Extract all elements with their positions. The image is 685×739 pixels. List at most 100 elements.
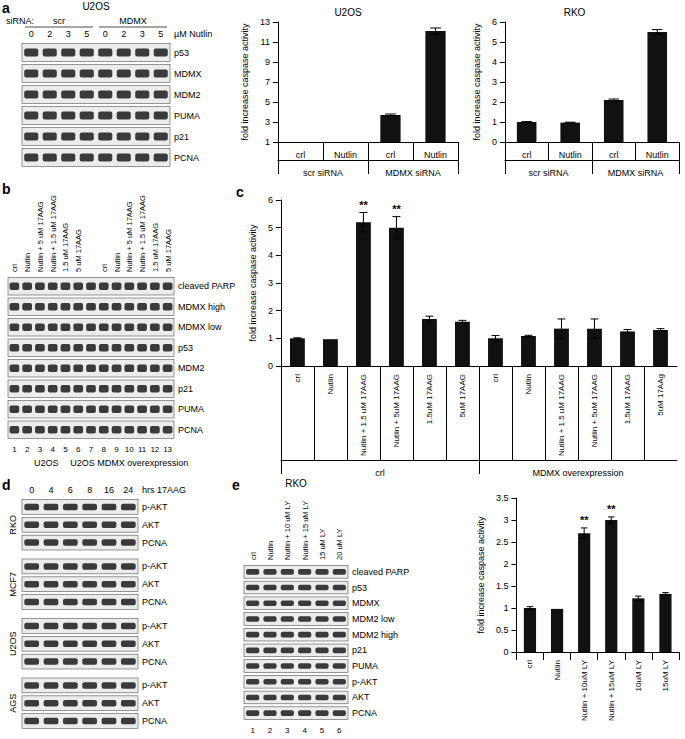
svg-text:13: 13 xyxy=(260,17,270,27)
svg-text:U2OS: U2OS xyxy=(8,631,18,656)
svg-text:2: 2 xyxy=(268,306,273,316)
svg-text:MDMX: MDMX xyxy=(352,598,380,608)
svg-text:p-AKT: p-AKT xyxy=(142,621,168,631)
svg-text:1: 1 xyxy=(250,726,255,735)
svg-text:Nutlin: Nutlin xyxy=(334,150,357,160)
svg-text:11: 11 xyxy=(261,37,270,47)
svg-text:fold increase caspase activity: fold increase caspase activity xyxy=(240,23,250,141)
svg-text:fold increase caspase activity: fold increase caspase activity xyxy=(472,23,482,141)
svg-text:Nutlin: Nutlin xyxy=(646,150,669,160)
svg-text:Nutlin + 1.5 uM 17AAG: Nutlin + 1.5 uM 17AAG xyxy=(557,374,566,456)
svg-text:p53: p53 xyxy=(352,583,367,593)
svg-text:Nutlin: Nutlin xyxy=(424,150,447,160)
svg-text:MDM2 low: MDM2 low xyxy=(352,614,395,624)
svg-text:7: 7 xyxy=(265,77,270,87)
svg-text:MDMX: MDMX xyxy=(119,16,147,26)
svg-text:PCNA: PCNA xyxy=(142,657,167,667)
svg-text:9: 9 xyxy=(265,57,270,67)
svg-text:9: 9 xyxy=(114,445,119,454)
svg-text:PCNA: PCNA xyxy=(174,153,199,163)
svg-text:cleaved PARP: cleaved PARP xyxy=(352,567,409,577)
svg-text:2: 2 xyxy=(121,29,126,39)
svg-text:Nutlin + 10uM LY: Nutlin + 10uM LY xyxy=(580,659,589,721)
svg-text:1: 1 xyxy=(492,117,497,127)
svg-text:13: 13 xyxy=(163,445,172,454)
svg-text:2: 2 xyxy=(47,29,52,39)
svg-text:AKT: AKT xyxy=(142,520,160,530)
svg-text:0: 0 xyxy=(503,647,508,657)
svg-text:1.5: 1.5 xyxy=(496,581,509,591)
svg-text:PCNA: PCNA xyxy=(142,597,167,607)
svg-text:5: 5 xyxy=(492,37,497,47)
svg-text:a: a xyxy=(2,0,10,16)
svg-text:crl: crl xyxy=(293,374,302,383)
svg-text:crl: crl xyxy=(491,374,500,383)
svg-text:24: 24 xyxy=(123,485,133,495)
svg-text:6: 6 xyxy=(68,485,73,495)
svg-text:**: ** xyxy=(359,199,368,211)
svg-text:Nutlin: Nutlin xyxy=(524,374,533,394)
svg-text:scr siRNA: scr siRNA xyxy=(528,168,568,178)
svg-text:6: 6 xyxy=(492,17,497,27)
svg-text:µM Nutlin: µM Nutlin xyxy=(174,29,212,39)
svg-text:AGS: AGS xyxy=(8,694,18,713)
svg-text:6: 6 xyxy=(337,726,342,735)
svg-text:Nutlin + 15 uM LY: Nutlin + 15 uM LY xyxy=(301,501,310,560)
svg-text:U2OS: U2OS xyxy=(34,458,59,468)
svg-text:PUMA: PUMA xyxy=(174,111,200,121)
svg-text:MDMX siRNA: MDMX siRNA xyxy=(608,168,664,178)
svg-text:Nutlin + 1.5 uM 17AAG: Nutlin + 1.5 uM 17AAG xyxy=(49,195,58,272)
svg-text:3: 3 xyxy=(492,77,497,87)
svg-text:p53: p53 xyxy=(174,48,189,58)
svg-text:AKT: AKT xyxy=(142,698,160,708)
svg-text:crl: crl xyxy=(386,150,396,160)
svg-text:AKT: AKT xyxy=(142,579,160,589)
svg-text:3: 3 xyxy=(285,726,290,735)
svg-text:PCNA: PCNA xyxy=(142,716,167,726)
svg-text:8: 8 xyxy=(87,485,92,495)
svg-text:0: 0 xyxy=(268,361,273,371)
svg-text:RKO: RKO xyxy=(564,7,586,18)
svg-text:crl: crl xyxy=(10,264,19,272)
svg-text:p21: p21 xyxy=(352,645,367,655)
svg-text:RKO: RKO xyxy=(285,478,307,489)
svg-text:2.5: 2.5 xyxy=(496,537,509,547)
svg-text:crl: crl xyxy=(100,264,109,272)
svg-text:b: b xyxy=(2,181,11,197)
svg-text:1.5 uM 17AAG: 1.5 uM 17AAG xyxy=(151,223,160,272)
svg-text:p-AKT: p-AKT xyxy=(352,677,378,687)
svg-text:3: 3 xyxy=(66,29,71,39)
svg-text:**: ** xyxy=(580,514,589,526)
svg-text:5: 5 xyxy=(265,97,270,107)
svg-text:Nutlin + 1.5 uM 17AAG: Nutlin + 1.5 uM 17AAG xyxy=(138,195,147,272)
svg-text:hrs 17AAG: hrs 17AAG xyxy=(142,485,186,495)
svg-text:3.5: 3.5 xyxy=(496,493,509,503)
svg-text:RKO: RKO xyxy=(8,515,18,535)
svg-text:PCNA: PCNA xyxy=(142,538,167,548)
svg-text:U2OS MDMX overexpression: U2OS MDMX overexpression xyxy=(70,458,188,468)
svg-text:Nutlin: Nutlin xyxy=(553,660,562,680)
svg-text:1.5uM 17AAG: 1.5uM 17AAG xyxy=(425,374,434,424)
svg-text:MDMX low: MDMX low xyxy=(178,322,222,332)
svg-text:Nutlin + 5uM 17AAG: Nutlin + 5uM 17AAG xyxy=(392,374,401,447)
svg-text:5 uM 17AAG: 5 uM 17AAG xyxy=(164,229,173,272)
svg-text:MDM2 high: MDM2 high xyxy=(352,630,398,640)
svg-text:4: 4 xyxy=(302,726,307,735)
svg-text:4: 4 xyxy=(268,250,273,260)
svg-text:Nutlin: Nutlin xyxy=(266,541,275,560)
svg-text:10uM LY: 10uM LY xyxy=(634,659,643,691)
svg-text:PCNA: PCNA xyxy=(352,708,377,718)
svg-text:0.5: 0.5 xyxy=(496,625,509,635)
svg-text:Nutlin + 1.5 uM 17AAG: Nutlin + 1.5 uM 17AAG xyxy=(359,374,368,456)
svg-text:20 uM LY: 20 uM LY xyxy=(335,528,344,560)
svg-text:1.5uM 17AAG: 1.5uM 17AAG xyxy=(623,374,632,424)
svg-text:scr: scr xyxy=(53,16,65,26)
svg-text:1.5 uM 17AAG: 1.5 uM 17AAG xyxy=(61,223,70,272)
svg-text:4: 4 xyxy=(492,57,497,67)
svg-text:p21: p21 xyxy=(174,132,189,142)
svg-text:2: 2 xyxy=(503,559,508,569)
svg-text:crl: crl xyxy=(296,150,306,160)
svg-text:11: 11 xyxy=(138,445,147,454)
svg-text:AKT: AKT xyxy=(352,692,370,702)
svg-text:3: 3 xyxy=(140,29,145,39)
